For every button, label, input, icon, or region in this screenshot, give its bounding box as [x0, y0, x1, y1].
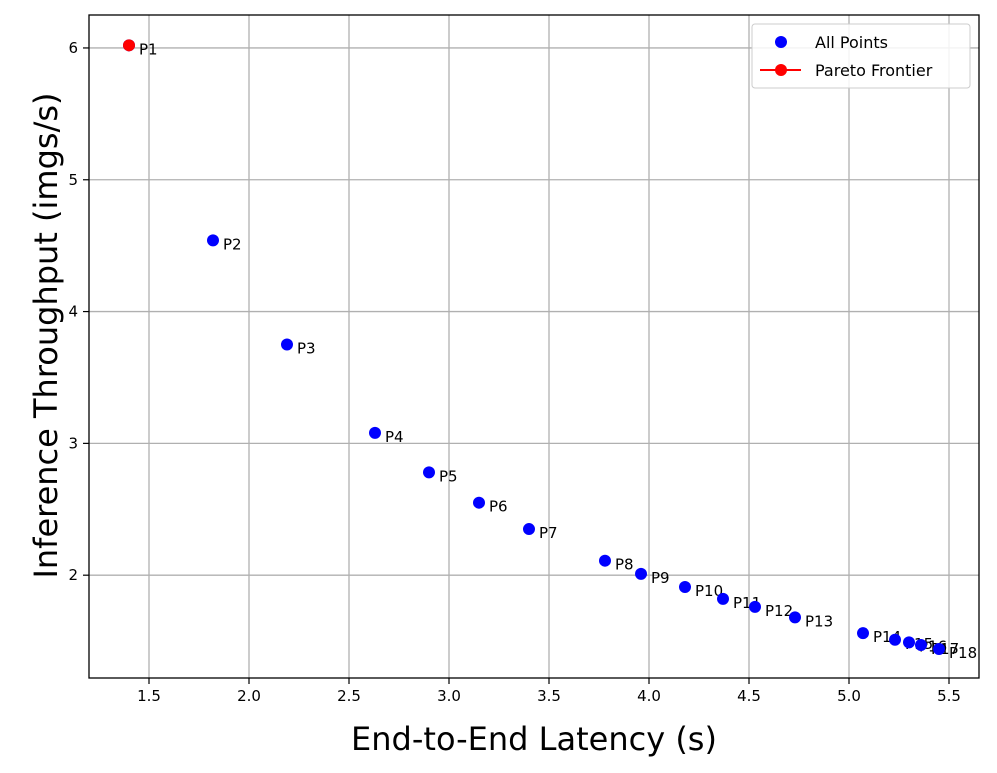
x-axis-label: End-to-End Latency (s) [351, 720, 717, 758]
point-label: P5 [439, 467, 458, 485]
data-point [281, 338, 293, 351]
grid [89, 15, 979, 678]
legend-marker-pareto-frontier [775, 64, 787, 76]
y-tick-label: 6 [68, 39, 78, 57]
data-point [423, 466, 435, 479]
point-label: P9 [651, 569, 670, 587]
point-label: P1 [139, 40, 158, 58]
x-tick-label: 5.0 [837, 687, 861, 705]
data-point [523, 523, 535, 536]
plot-area-frame [88, 14, 980, 679]
point-label: P8 [615, 556, 634, 574]
data-point [599, 554, 611, 567]
y-axis-label: Inference Throughput (imgs/s) [27, 92, 65, 578]
y-tick-label: 2 [68, 566, 78, 584]
x-tick-label: 2.0 [237, 687, 261, 705]
x-tick-label: 3.5 [537, 687, 561, 705]
y-tick-label: 4 [68, 303, 78, 321]
x-tick-label: 3.0 [437, 687, 461, 705]
data-point [889, 633, 901, 646]
data-point [207, 234, 219, 247]
point-label: P2 [223, 235, 242, 253]
data-point [635, 567, 647, 580]
data-point [789, 611, 801, 624]
point-label: P4 [385, 428, 404, 446]
y-tick-label: 3 [68, 434, 78, 452]
data-point [933, 643, 945, 656]
data-point [473, 496, 485, 509]
data-point [749, 600, 761, 613]
legend-box [751, 23, 971, 89]
x-tick-label: 2.5 [337, 687, 361, 705]
legend-marker-all-points [775, 36, 787, 48]
point-label: P10 [695, 582, 723, 600]
x-tick-label: 5.5 [937, 687, 961, 705]
data-points: P1P2P3P4P5P6P7P8P9P10P11P12P13P14P15P16P… [123, 39, 977, 662]
data-point [915, 639, 927, 652]
x-tick-label: 1.5 [137, 687, 161, 705]
axis-ticks: 1.5 2.0 2.5 3.0 3.5 4.0 4.5 5.0 5.5 2 3 4 5 6 [68, 39, 960, 705]
legend-label-pareto-frontier: Pareto Frontier [815, 61, 933, 80]
data-point [679, 581, 691, 594]
point-label: P6 [489, 498, 508, 516]
legend-label-all-points: All Points [815, 33, 888, 52]
data-point [369, 426, 381, 439]
x-tick-label: 4.0 [637, 687, 661, 705]
point-label: P18 [949, 644, 977, 662]
point-label: P12 [765, 602, 793, 620]
pareto-frontier-point [123, 39, 135, 52]
x-tick-label: 4.5 [737, 687, 761, 705]
point-label: P13 [805, 612, 833, 630]
y-tick-label: 5 [68, 171, 78, 189]
point-label: P7 [539, 524, 558, 542]
data-point [903, 636, 915, 649]
data-point [857, 627, 869, 640]
data-point [717, 592, 729, 605]
legend: All Points Pareto Frontier [751, 23, 971, 89]
point-label: P3 [297, 340, 316, 358]
